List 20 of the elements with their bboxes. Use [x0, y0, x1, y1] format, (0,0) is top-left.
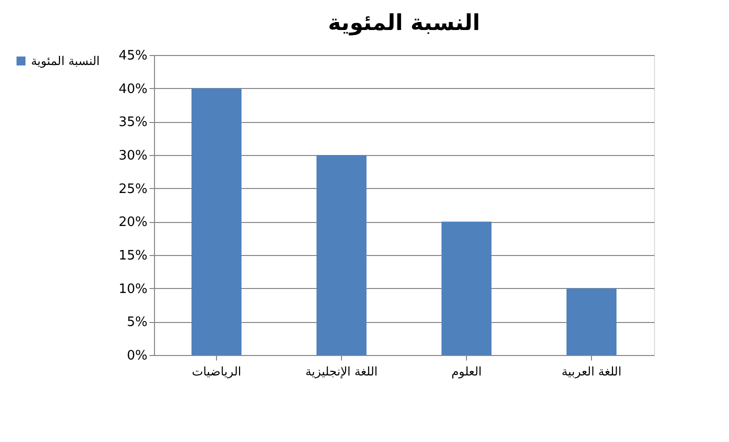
- y-tick-label: 25%: [118, 182, 148, 197]
- y-tick-label: 40%: [118, 82, 148, 97]
- y-tick-label: 30%: [118, 148, 148, 164]
- bar: [192, 88, 242, 355]
- x-tick-label: العلوم: [451, 364, 482, 378]
- y-tick-label: 15%: [118, 248, 148, 264]
- y-tick-label: 10%: [118, 282, 148, 297]
- y-tick-label: 35%: [118, 115, 148, 130]
- x-tick-label: اللغة الإنجليزية: [305, 364, 378, 378]
- legend-label: النسبة المئوية: [31, 54, 100, 68]
- y-tick-label: 0%: [126, 348, 148, 364]
- bar: [442, 222, 492, 355]
- bar: [566, 288, 616, 355]
- y-tick-label: 20%: [118, 215, 148, 230]
- bar: [316, 155, 366, 355]
- x-tick-label: اللغة العربية: [562, 364, 622, 378]
- y-tick-label: 45%: [118, 48, 148, 64]
- chart-title: النسبة المئوية: [328, 11, 480, 36]
- y-tick-label: 5%: [126, 315, 148, 330]
- x-tick-label: الرياضيات: [192, 364, 242, 378]
